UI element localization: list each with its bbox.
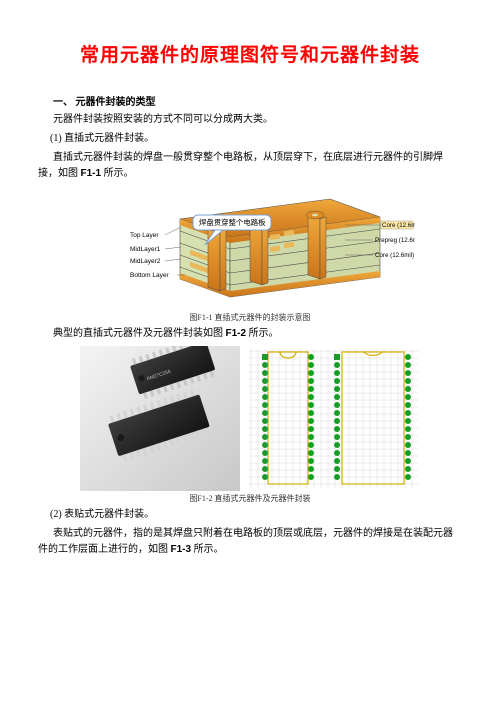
section-1-line1: 元器件封装按照安装的方式不同可以分成两大类。: [38, 112, 462, 128]
label-top-layer: Top Layer: [130, 232, 159, 239]
section-2-body-a: 表贴式的元器件，指的是其焊盘只附着在电路板的顶层或底层，元器件的焊接是在装配元器…: [38, 528, 453, 555]
label-mid2: MidLayer2: [130, 258, 161, 265]
sub1-ref: F1-1: [81, 168, 102, 179]
section-2-sub-num: (2) 表贴式元器件封装。: [38, 507, 462, 523]
legend-core1: Core (12.6mil): [382, 222, 415, 229]
section-1-sub1-num: (1) 直插式元器件封装。: [38, 131, 462, 147]
figure-f1-1-caption: 图F1-1 直插式元器件的封装示意图: [38, 312, 462, 323]
figure-f1-1: Top Layer MidLayer1 MidLayer2 Bottom Lay…: [85, 185, 415, 310]
after-fig1-b: 所示。: [246, 328, 279, 339]
legend-prepreg: Prepreg (12.6mil): [375, 237, 415, 244]
section-2-ref: F1-3: [171, 544, 192, 555]
sub1-body-b: 所示。: [101, 168, 134, 179]
label-bottom-layer: Bottom Layer: [130, 272, 169, 279]
dip-footprint: [246, 346, 421, 491]
section-1-sub1-body: 直插式元器件封装的焊盘一般贯穿整个电路板，从顶层穿下，在底层进行元器件的引脚焊接…: [38, 150, 462, 182]
figure-f1-2: AM27C256: [38, 346, 462, 491]
callout-text: 焊盘贯穿整个电路板: [199, 218, 266, 227]
label-mid1: MidLayer1: [130, 246, 161, 253]
pcb-stackup-diagram: Top Layer MidLayer1 MidLayer2 Bottom Lay…: [85, 185, 415, 310]
dip-chip-photo: AM27C256: [80, 346, 240, 491]
after-fig1-a: 典型的直插式元器件及元器件封装如图: [53, 328, 226, 339]
section-1-head: 一、 元器件封装的类型: [38, 93, 462, 108]
legend-core2: Core (12.6mil): [375, 252, 414, 259]
section-2-body: 表贴式的元器件，指的是其焊盘只附着在电路板的顶层或底层，元器件的焊接是在装配元器…: [38, 526, 462, 558]
after-fig1-line: 典型的直插式元器件及元器件封装如图 F1-2 所示。: [38, 326, 462, 342]
figure-f1-2-caption: 图F1-2 直插式元器件及元器件封装: [38, 493, 462, 504]
section-2-body-b: 所示。: [191, 544, 224, 555]
after-fig1-ref: F1-2: [226, 328, 247, 339]
page-title: 常用元器件的原理图符号和元器件封装: [38, 40, 462, 67]
